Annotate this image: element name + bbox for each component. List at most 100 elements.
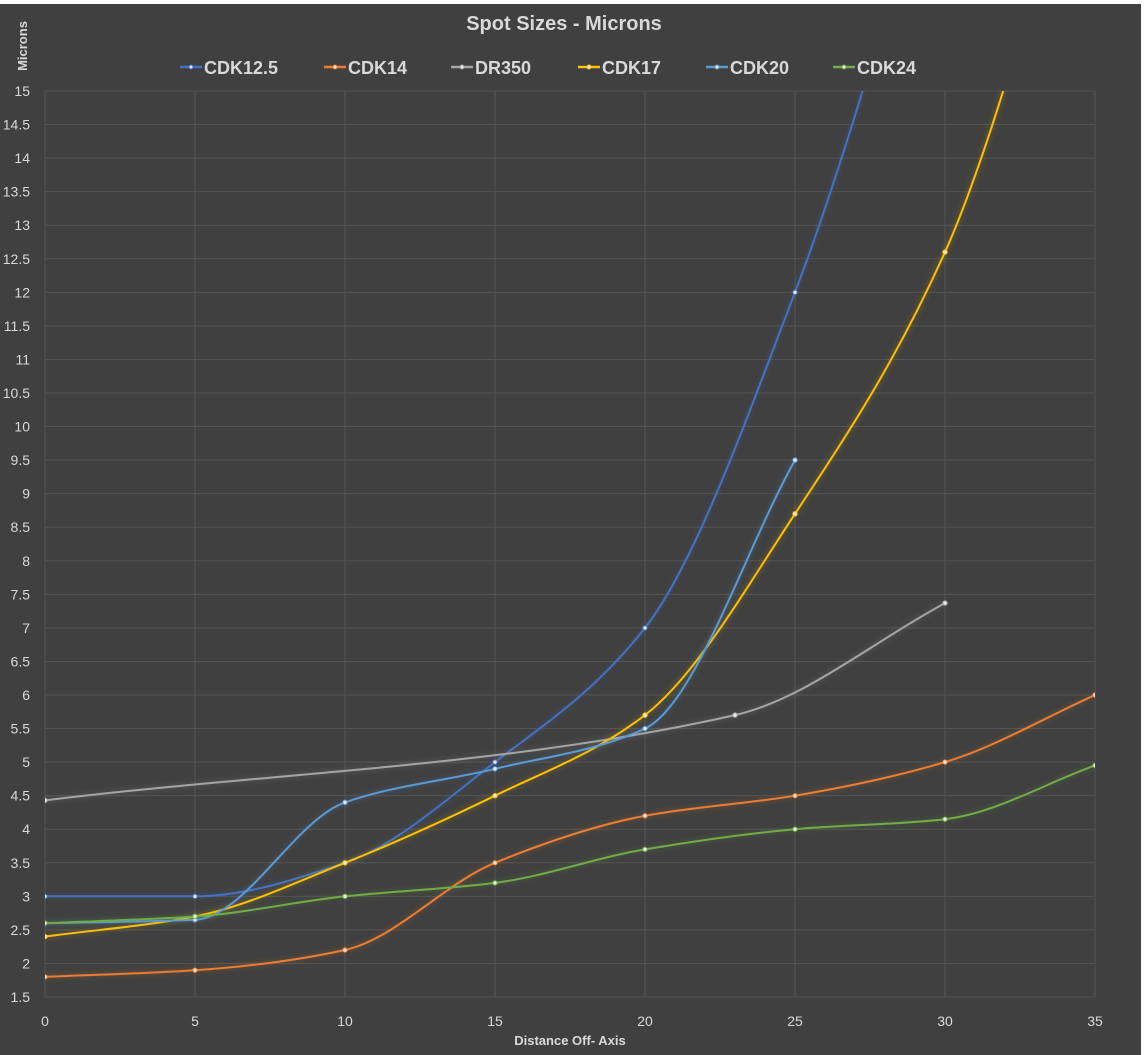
data-point — [942, 759, 948, 765]
x-tick-label: 25 — [787, 1013, 803, 1029]
x-tick-label: 30 — [937, 1013, 953, 1029]
legend-item: CDK14 — [324, 58, 407, 78]
y-tick-label: 14.5 — [3, 117, 30, 133]
series-line — [45, 91, 864, 898]
legend-marker — [332, 64, 338, 70]
data-point — [45, 797, 48, 804]
series-cdk14 — [45, 692, 1095, 980]
data-point — [192, 913, 198, 920]
legend-item: CDK17 — [578, 58, 661, 78]
legend-item: CDK24 — [833, 58, 916, 78]
y-tick-label: 12.5 — [3, 251, 30, 267]
y-tick-label: 3 — [22, 888, 30, 904]
legend-label: CDK24 — [857, 58, 916, 78]
y-tick-label: 7.5 — [11, 586, 31, 602]
data-point — [342, 893, 348, 900]
y-tick-label: 5 — [22, 754, 30, 770]
y-tick-label: 12 — [14, 284, 30, 300]
data-point — [642, 846, 648, 853]
chart-background — [0, 4, 1141, 1055]
y-tick-label: 11 — [15, 351, 30, 367]
legend-label: CDK20 — [730, 58, 789, 78]
y-tick-label: 8 — [22, 553, 30, 569]
y-tick-label: 11.5 — [4, 318, 30, 334]
y-tick-label: 4 — [22, 821, 30, 837]
data-point — [342, 799, 348, 806]
series-cdk24 — [45, 762, 1095, 926]
legend-item: CDK20 — [706, 58, 789, 78]
plot-series — [45, 91, 1095, 980]
y-tick-label: 9 — [22, 486, 30, 502]
y-tick-label: 1.5 — [11, 989, 31, 1005]
legend-item: DR350 — [451, 58, 531, 78]
series-line — [45, 459, 796, 925]
data-point — [942, 249, 948, 255]
y-tick-label: 8.5 — [11, 519, 31, 535]
data-point — [792, 792, 798, 799]
data-point — [942, 816, 948, 822]
legend-marker — [586, 64, 592, 70]
series-line — [45, 694, 1095, 978]
spot-sizes-chart: 1.5 2 2.5 3 3.5 4 4.5 5 5.5 6 6.5 7 7.5 8 8.5 9 9.5 10 10.… — [0, 4, 1141, 1055]
data-point — [792, 457, 798, 463]
legend-marker — [459, 64, 465, 70]
data-point — [45, 933, 48, 940]
series-line — [45, 602, 946, 802]
y-tick-label: 9.5 — [11, 452, 31, 468]
data-point — [492, 880, 498, 886]
axes: 1.5 2 2.5 3 3.5 4 4.5 5 5.5 6 6.5 7 7.5 8 8.5 9 9.5 10 10.… — [3, 83, 1103, 1029]
y-tick-label: 2 — [22, 955, 30, 971]
data-point — [792, 826, 798, 832]
series-cdk20 — [45, 457, 798, 926]
data-point — [642, 813, 648, 819]
data-point — [1092, 762, 1095, 769]
data-point — [45, 893, 48, 900]
y-tick-label: 10 — [14, 419, 30, 435]
data-point — [192, 893, 198, 900]
x-tick-label: 0 — [41, 1013, 49, 1029]
data-point — [192, 967, 198, 973]
series-dr350 — [45, 600, 948, 804]
data-point — [732, 712, 738, 718]
data-point — [45, 920, 48, 926]
x-tick-label: 10 — [337, 1013, 353, 1029]
x-tick-label: 20 — [637, 1013, 653, 1029]
y-tick-label: 5.5 — [11, 721, 31, 737]
series-cdk12-5 — [45, 91, 864, 900]
gridlines — [44, 90, 1096, 998]
y-tick-label: 2.5 — [11, 922, 31, 938]
data-point — [342, 860, 348, 866]
data-point — [342, 947, 348, 953]
legend-label: CDK17 — [602, 58, 661, 78]
y-tick-label: 3.5 — [11, 855, 31, 871]
data-point — [642, 625, 648, 631]
data-point — [642, 712, 648, 718]
y-axis-title: Microns — [15, 21, 30, 71]
x-axis-title: Distance Off- Axis — [514, 1033, 626, 1048]
x-tick-label: 15 — [487, 1013, 503, 1029]
data-point — [792, 289, 798, 296]
data-point — [492, 792, 498, 799]
legend-label: DR350 — [475, 58, 531, 78]
x-tick-label: 35 — [1087, 1013, 1103, 1029]
data-point — [642, 725, 648, 732]
data-point — [492, 766, 498, 772]
data-point — [792, 511, 798, 517]
x-tick-label: 5 — [191, 1013, 199, 1029]
data-point — [45, 974, 48, 980]
data-point — [492, 759, 498, 765]
legend-label: CDK12.5 — [204, 58, 278, 78]
y-tick-label: 15 — [14, 83, 30, 99]
y-tick-label: 13 — [14, 217, 30, 233]
legend-marker — [714, 64, 720, 70]
series-line — [45, 764, 1095, 925]
y-tick-label: 6.5 — [11, 653, 31, 669]
legend-marker — [188, 64, 194, 70]
legend: CDK12.5 CDK14 DR350 CDK17 CDK20 CDK24 — [180, 58, 916, 78]
y-tick-label: 4.5 — [11, 788, 31, 804]
legend-label: CDK14 — [348, 58, 407, 78]
chart-title: Spot Sizes - Microns — [466, 13, 662, 35]
data-point — [492, 860, 498, 866]
y-tick-label: 7 — [22, 620, 30, 636]
legend-marker — [841, 64, 847, 70]
